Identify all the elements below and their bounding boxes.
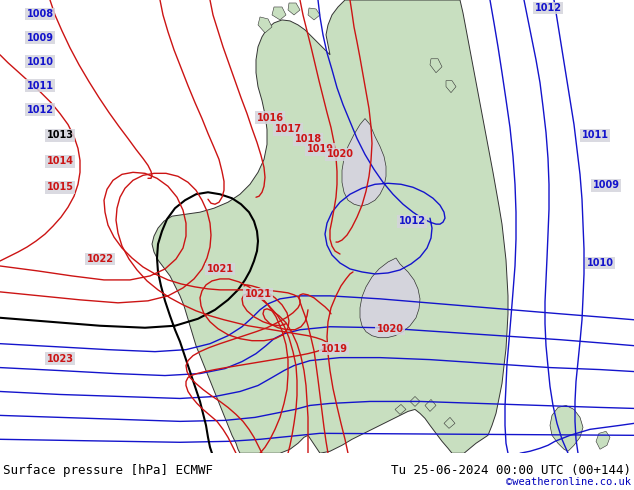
Polygon shape xyxy=(395,404,406,415)
Text: 1012: 1012 xyxy=(534,3,562,13)
Polygon shape xyxy=(550,405,583,451)
Polygon shape xyxy=(342,119,386,206)
Polygon shape xyxy=(258,17,272,33)
Text: 1016: 1016 xyxy=(257,113,283,122)
Polygon shape xyxy=(425,399,436,412)
Text: 1010: 1010 xyxy=(27,57,53,67)
Text: 1021: 1021 xyxy=(207,264,233,274)
Polygon shape xyxy=(596,431,610,449)
Text: 1022: 1022 xyxy=(86,254,113,264)
Text: 1019: 1019 xyxy=(321,343,347,354)
Polygon shape xyxy=(410,396,420,406)
Text: Tu 25-06-2024 00:00 UTC (00+144): Tu 25-06-2024 00:00 UTC (00+144) xyxy=(391,464,631,477)
Text: 1014: 1014 xyxy=(46,156,74,167)
Polygon shape xyxy=(444,417,455,428)
Text: 1019: 1019 xyxy=(306,145,333,154)
Text: 1012: 1012 xyxy=(27,104,53,115)
Text: 1023: 1023 xyxy=(46,354,74,364)
Polygon shape xyxy=(272,7,286,20)
Text: 1020: 1020 xyxy=(327,149,354,159)
Text: 1020: 1020 xyxy=(377,324,403,334)
Text: 1018: 1018 xyxy=(294,134,321,145)
Text: 1015: 1015 xyxy=(46,182,74,192)
Text: 1011: 1011 xyxy=(581,130,609,141)
Polygon shape xyxy=(308,8,320,20)
Text: 1012: 1012 xyxy=(399,216,425,226)
Polygon shape xyxy=(430,59,442,73)
Text: 1021: 1021 xyxy=(245,289,271,299)
Text: 1017: 1017 xyxy=(275,124,302,134)
Text: 1009: 1009 xyxy=(27,33,53,43)
Polygon shape xyxy=(446,81,456,93)
Text: 1011: 1011 xyxy=(27,81,53,91)
Text: Surface pressure [hPa] ECMWF: Surface pressure [hPa] ECMWF xyxy=(3,464,213,477)
Text: 1009: 1009 xyxy=(593,180,619,190)
Polygon shape xyxy=(360,258,420,338)
Text: ©weatheronline.co.uk: ©weatheronline.co.uk xyxy=(506,477,631,487)
Text: 1013: 1013 xyxy=(46,130,74,141)
Polygon shape xyxy=(288,3,300,15)
Text: 1008: 1008 xyxy=(27,9,53,19)
Text: 1010: 1010 xyxy=(586,258,614,268)
Polygon shape xyxy=(152,0,508,453)
